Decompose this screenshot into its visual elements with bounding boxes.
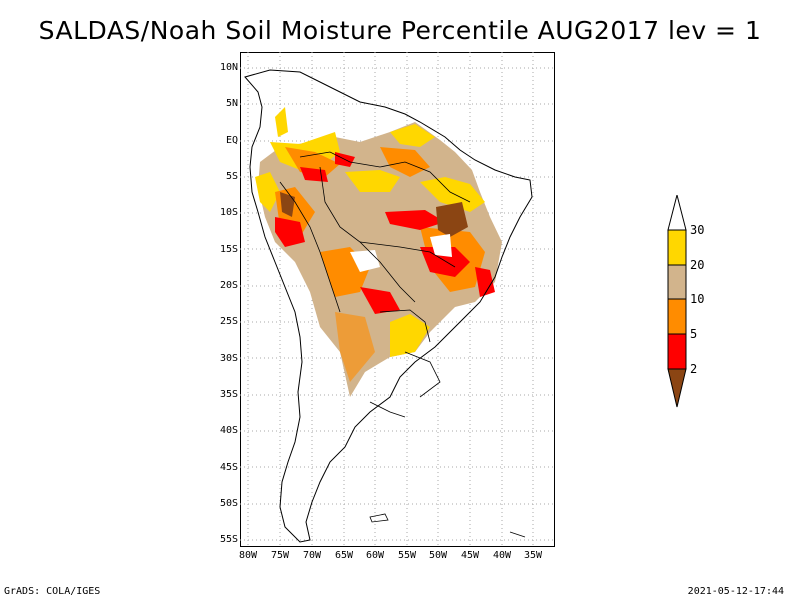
lat-label: 35S <box>219 389 238 400</box>
soil-moisture-map <box>240 52 555 547</box>
lat-label: 50S <box>219 498 238 509</box>
legend-segment-5-10 <box>667 298 687 335</box>
legend-label: 10 <box>690 292 705 306</box>
map-title: SALDAS/Noah Soil Moisture Percentile AUG… <box>38 16 762 45</box>
lat-label: 40S <box>219 425 238 436</box>
shaded-regions <box>255 107 502 397</box>
color-legend-bar <box>667 195 687 408</box>
lon-label: 60W <box>365 550 385 561</box>
lat-label: 55S <box>219 534 238 545</box>
footer-credit: GrADS: COLA/IGES <box>4 586 101 597</box>
footer-timestamp: 2021-05-12-17:44 <box>687 586 784 597</box>
lon-label: 40W <box>492 550 512 561</box>
lat-label: 10N <box>219 62 238 73</box>
legend-label: 20 <box>690 258 705 272</box>
lat-label: 45S <box>219 462 238 473</box>
lon-label: 45W <box>460 550 480 561</box>
legend-segment-20-30 <box>667 229 687 266</box>
lon-label: 80W <box>238 550 258 561</box>
legend-segment-above-30 <box>667 195 687 231</box>
lon-label: 65W <box>334 550 354 561</box>
lat-label: 20S <box>219 280 238 291</box>
lon-label: 55W <box>397 550 417 561</box>
coastlines <box>244 69 533 543</box>
legend-label: 2 <box>690 362 698 376</box>
lon-label: 75W <box>270 550 290 561</box>
lat-label: 10S <box>219 207 238 218</box>
lat-label: EQ <box>225 135 238 146</box>
lat-label: 15S <box>219 244 238 255</box>
legend-segment-10-20 <box>667 264 687 300</box>
lat-label: 5S <box>225 171 238 182</box>
legend-segment-below-2 <box>667 368 687 408</box>
legend-label: 5 <box>690 327 698 341</box>
lon-label: 70W <box>302 550 322 561</box>
lat-label: 30S <box>219 353 238 364</box>
legend-label: 30 <box>690 223 705 237</box>
legend-segment-2-5 <box>667 333 687 370</box>
lon-label: 50W <box>428 550 448 561</box>
lat-label: 25S <box>219 316 238 327</box>
lat-label: 5N <box>225 98 238 109</box>
lon-label: 35W <box>523 550 543 561</box>
